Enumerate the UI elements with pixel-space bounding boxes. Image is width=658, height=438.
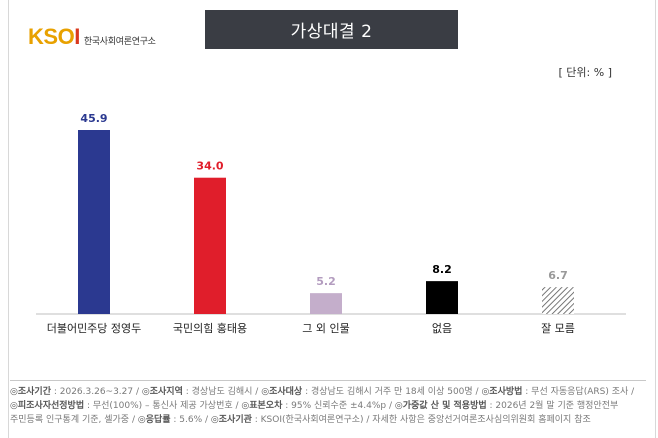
notes-row-1: ◎피조사자선정방법 : 무선(100%) – 통신사 제공 가상번호 / ◎표본… [10, 399, 646, 413]
bar-1 [194, 177, 226, 314]
notes-key: ◎피조사자선정방법 [10, 401, 85, 411]
bar-4 [542, 287, 574, 314]
plot-area: 45.9 더불어민주당 정영두 34.0 국민의힘 홍태용 5.2 그 외 인물 8.2 없음… [36, 112, 626, 335]
notes-key: ◎조사기간 [10, 387, 51, 397]
chart-title: 가상대결 2 [205, 10, 458, 49]
notes-value: : 2026.3.26~3.27 / [50, 387, 142, 397]
notes-key: ◎조사지역 [141, 387, 183, 397]
value-label-4: 6.7 [548, 269, 568, 282]
notes-row-0: ◎조사기간 : 2026.3.26~3.27 / ◎조사지역 : 경상남도 김해… [10, 385, 646, 399]
ksoi-logo: KSOI 한국사회여론연구소 [28, 24, 156, 50]
bar-3 [426, 281, 458, 314]
notes-value: : KSOI(한국사회여론연구소) / 자세한 사항은 중앙선거여론조사심의위원… [251, 415, 591, 425]
notes-key: ◎조사대상 [261, 387, 303, 397]
notes-key: ◎가중값 산 및 적용방법 [394, 401, 487, 411]
bar-2 [310, 293, 342, 314]
notes-key: ◎조사방법 [481, 387, 523, 397]
unit-label: [ 단위: % ] [558, 66, 612, 79]
notes-value: : 무선 자동응답(ARS) 조사 / [522, 387, 635, 397]
logo-mark: KSOI [28, 24, 80, 49]
notes-key: ◎표본오차 [241, 401, 283, 411]
category-label-0: 더불어민주당 정영두 [47, 322, 142, 335]
notes-row-2: 주민등록 인구통계 기준, 셀가중 / ◎응답률 : 5.6% / ◎조사기관 … [10, 413, 646, 427]
value-label-1: 34.0 [196, 160, 223, 173]
notes-key: ◎조사기관 [210, 415, 252, 425]
value-label-3: 8.2 [432, 263, 452, 276]
category-label-4: 잘 모름 [541, 322, 575, 335]
category-label-1: 국민의힘 홍태용 [173, 321, 247, 335]
bar-0 [78, 130, 110, 314]
notes-value: : 경상남도 김해시 / [182, 387, 262, 397]
notes-key: ◎응답률 [137, 415, 171, 425]
category-label-3: 없음 [432, 322, 452, 335]
category-label-2: 그 외 인물 [302, 322, 349, 335]
value-label-2: 5.2 [316, 275, 336, 288]
value-label-0: 45.9 [80, 112, 107, 125]
notes-value: : 무선(100%) – 통신사 제공 가상번호 / [84, 401, 242, 411]
survey-notes: ◎조사기간 : 2026.3.26~3.27 / ◎조사지역 : 경상남도 김해… [10, 380, 646, 427]
notes-value: : 경상남도 김해시 거주 만 18세 이상 500명 / [302, 387, 482, 397]
notes-value: 주민등록 인구통계 기준, 셀가중 / [10, 415, 138, 425]
logo-subtitle: 한국사회여론연구소 [83, 36, 156, 47]
notes-value: : 2026년 2월 말 기준 행정안전부 [486, 401, 619, 411]
notes-value: : 5.6% / [170, 415, 211, 425]
notes-value: : 95% 신뢰수준 ±4.4%p / [282, 401, 395, 411]
report-frame [8, 0, 656, 438]
